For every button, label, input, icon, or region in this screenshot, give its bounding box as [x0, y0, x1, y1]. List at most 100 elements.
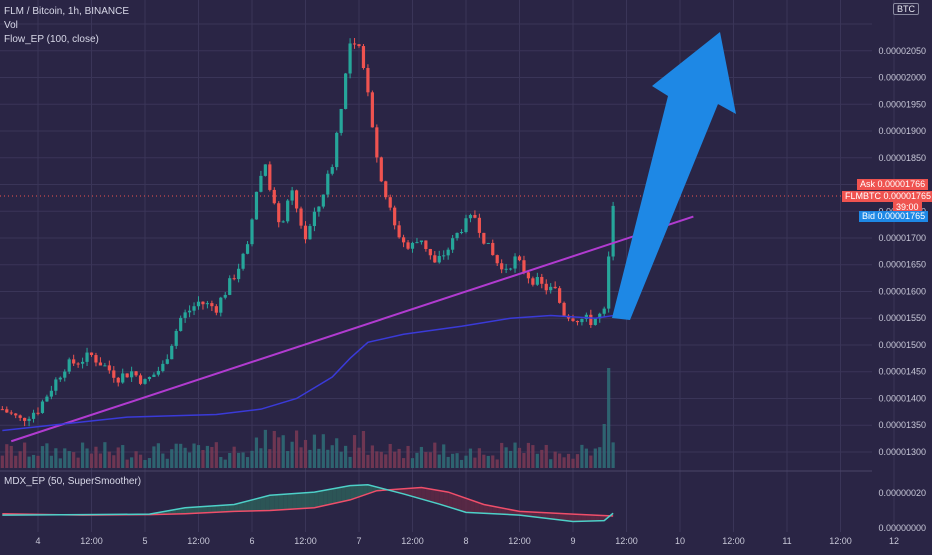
oscillator-fill — [212, 506, 216, 513]
candle-body — [286, 201, 289, 222]
candle-body — [424, 240, 427, 248]
candle-body — [549, 287, 552, 290]
symbol-legend[interactable]: FLM / Bitcoin, 1h, BINANCE — [4, 6, 129, 17]
volume-bar — [273, 431, 276, 468]
volume-bar — [250, 451, 253, 468]
candle-body — [433, 255, 436, 262]
candle-body — [348, 43, 351, 73]
volume-bar — [447, 457, 450, 468]
indicator-legend[interactable]: Flow_EP (100, close) — [4, 34, 99, 45]
candle-body — [562, 303, 565, 316]
candle-body — [411, 243, 414, 249]
y-tick-label: 0.00001450 — [878, 367, 926, 377]
volume-bar — [143, 460, 146, 468]
volume-bar — [45, 443, 48, 468]
oscillator-fill — [216, 505, 220, 512]
candle-body — [210, 303, 213, 306]
x-tick-label: 12:00 — [615, 536, 638, 546]
oscillator-fill — [310, 492, 314, 508]
candle-body — [326, 174, 329, 195]
candle-body — [246, 244, 249, 254]
oscillator-fill — [332, 488, 336, 504]
candle-body — [576, 321, 579, 322]
volume-bar — [384, 454, 387, 468]
volume-bar — [442, 444, 445, 468]
volume-bar — [353, 435, 356, 468]
ask-value: 0.00001766 — [878, 179, 926, 189]
volume-bar — [536, 454, 539, 468]
volume-bar — [219, 457, 222, 468]
candle-body — [117, 378, 120, 383]
candle-body — [389, 197, 392, 207]
volume-bar — [112, 455, 115, 468]
volume-bar — [348, 457, 351, 468]
volume-bar — [344, 446, 347, 468]
candle-body — [460, 232, 463, 233]
bid-label: Bid — [862, 211, 875, 221]
candle-body — [438, 256, 441, 262]
volume-bar — [77, 458, 80, 468]
volume-bar — [210, 447, 213, 468]
volume-bar — [282, 435, 285, 468]
volume-bar — [54, 448, 57, 468]
oscillator-fill — [225, 505, 229, 512]
volume-bar — [487, 456, 490, 468]
candle-body — [23, 418, 26, 421]
candle-body — [228, 278, 231, 295]
candle-body — [554, 287, 557, 288]
volume-bar — [371, 445, 374, 468]
candle-body — [580, 319, 583, 322]
candle-body — [94, 355, 97, 362]
candle-body — [139, 375, 142, 384]
candle-body — [304, 226, 307, 240]
candle-body — [41, 401, 44, 412]
volume-bar — [224, 460, 227, 468]
candle-body — [384, 181, 387, 197]
candle-body — [255, 192, 258, 220]
candle-body — [14, 413, 17, 415]
volume-bar — [424, 452, 427, 468]
y-tick-label: 0.00002000 — [878, 73, 926, 83]
y-tick-label: 0.00001350 — [878, 420, 926, 430]
volume-bar — [469, 449, 472, 468]
volume-bar — [139, 455, 142, 468]
candle-body — [175, 331, 178, 346]
candle-body — [308, 226, 311, 239]
volume-bar — [612, 442, 615, 468]
oscillator-legend[interactable]: MDX_EP (50, SuperSmoother) — [4, 476, 141, 487]
volume-bar — [375, 451, 378, 468]
candle-body — [344, 73, 347, 108]
currency-label[interactable]: BTC — [893, 3, 919, 15]
candle-body — [5, 409, 8, 412]
volume-bar — [509, 451, 512, 468]
ask-label: Ask — [860, 179, 875, 189]
candle-body — [103, 365, 106, 366]
oscillator-fill — [252, 499, 256, 511]
volume-bar — [291, 442, 294, 468]
volume-bar — [558, 454, 561, 468]
x-tick-label: 10 — [675, 536, 685, 546]
candle-body — [500, 263, 503, 269]
x-tick-label: 12 — [889, 536, 899, 546]
volume-bar — [19, 451, 22, 468]
volume-bar — [286, 451, 289, 468]
candle-body — [72, 359, 75, 363]
x-tick-label: 12:00 — [722, 536, 745, 546]
volume-bar — [308, 450, 311, 468]
volume-legend[interactable]: Vol — [4, 20, 18, 31]
candle-body — [478, 218, 481, 233]
oscillator-fill — [430, 489, 434, 503]
volume-bar — [94, 447, 97, 468]
candle-body — [299, 208, 302, 225]
oscillator-fill — [297, 493, 301, 509]
candle-body — [148, 377, 151, 379]
candle-body — [130, 371, 133, 377]
candle-body — [32, 413, 35, 419]
volume-bar — [264, 430, 267, 468]
volume-bar — [166, 459, 169, 468]
y-tick-label: 0.00001950 — [878, 99, 926, 109]
x-tick-label: 11 — [782, 536, 791, 546]
volume-bar — [491, 455, 494, 468]
